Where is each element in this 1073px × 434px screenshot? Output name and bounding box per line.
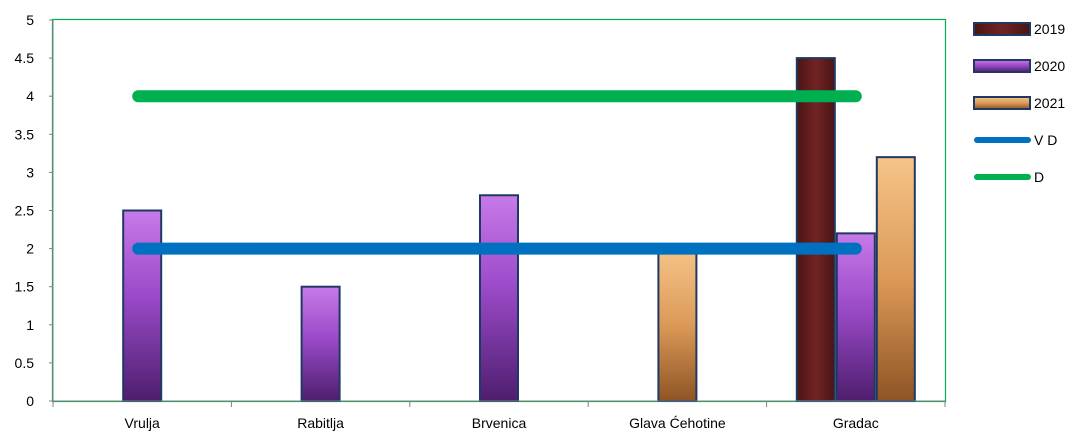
x-tick-label: Brvenica	[472, 415, 527, 431]
y-tick-label: 2	[26, 241, 34, 257]
x-tick-label: Vrulja	[125, 415, 160, 431]
y-tick-label: 0.5	[15, 355, 35, 371]
bar-2020-rabitlja	[300, 285, 341, 403]
bar-2020-gradac	[835, 232, 876, 402]
legend-label-2021: 2021	[1034, 95, 1065, 111]
bar-2021-glava-ćehotine	[657, 247, 698, 402]
y-tick-label: 1.5	[15, 279, 35, 295]
legend: 2019 2020 2021 V D D	[973, 21, 1065, 185]
bar-2021-gradac	[875, 156, 916, 402]
legend-swatch-2021	[973, 96, 1031, 110]
bar-2020-vrulja	[122, 209, 163, 402]
legend-swatch-2020	[973, 59, 1031, 73]
legend-label-d: D	[1034, 169, 1044, 185]
axes-layer: 0 0.5 1 1.5 2 2.5 3 3.5 4 4.5 5 Vrulja Rabitlja Brven…	[15, 12, 946, 431]
bar-2019-gradac	[795, 57, 836, 402]
y-tick-label: 4.5	[15, 50, 35, 66]
y-tick-label: 3.5	[15, 126, 35, 142]
bars-layer	[122, 57, 916, 403]
y-tick-label: 5	[26, 12, 34, 28]
legend-label-2020: 2020	[1034, 58, 1065, 74]
y-tick-label: 1	[26, 317, 34, 333]
legend-label-2019: 2019	[1034, 21, 1065, 37]
y-tick-label: 3	[26, 164, 34, 180]
legend-label-v-d: V D	[1034, 132, 1057, 148]
bar-2020-brvenica	[479, 194, 519, 402]
x-tick-label: Glava Ćehotine	[629, 415, 726, 431]
y-tick-label: 4	[26, 88, 34, 104]
y-tick-label: 0	[26, 393, 34, 409]
y-tick-label: 2.5	[15, 203, 35, 219]
x-tick-label: Rabitlja	[297, 415, 344, 431]
reference-lines-layer	[132, 90, 862, 255]
legend-swatch-2019	[973, 22, 1031, 36]
x-tick-label: Gradac	[833, 415, 879, 431]
